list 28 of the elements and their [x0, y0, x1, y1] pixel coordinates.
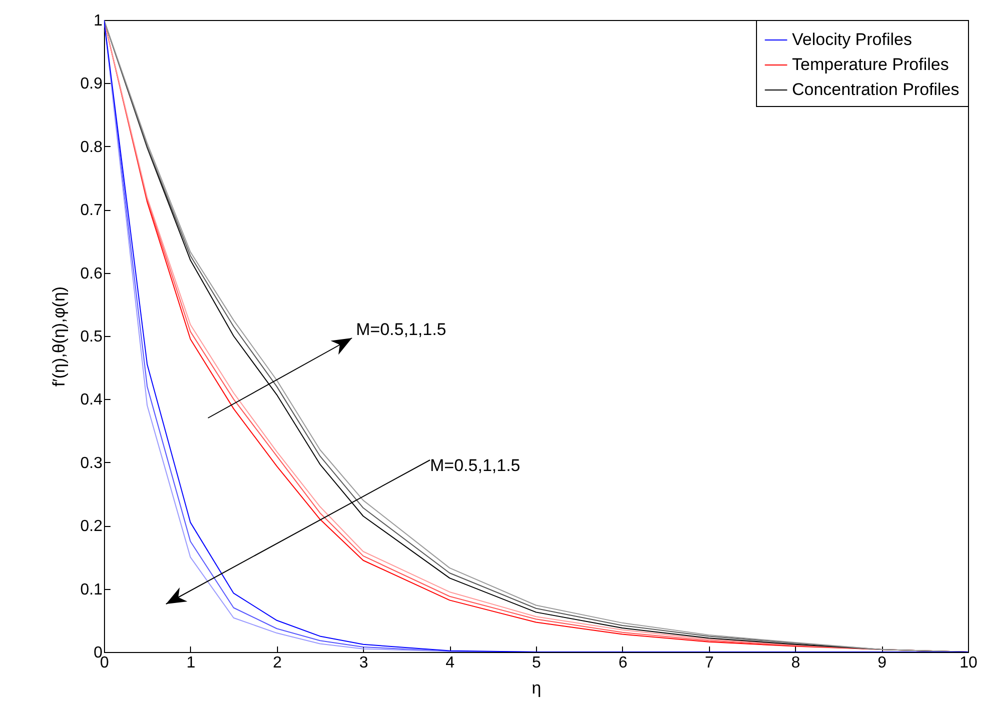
x-tick-label: 6	[618, 654, 628, 672]
x-tick-label: 4	[446, 654, 455, 672]
line-series	[104, 20, 968, 652]
x-tick-label: 9	[878, 654, 887, 672]
y-tick-label: 0.3	[80, 454, 103, 472]
y-tick-label: 0.6	[80, 265, 103, 282]
legend-label: Temperature Profiles	[792, 55, 949, 74]
legend-label: Velocity Profiles	[792, 30, 912, 49]
y-axis-title: f′(η),θ(η),φ(η)	[49, 286, 68, 387]
legend-label: Concentration Profiles	[792, 80, 960, 99]
x-tick-label: 10	[960, 654, 978, 672]
x-axis-title: η	[532, 678, 542, 698]
y-tick-label: 0.7	[80, 202, 103, 220]
y-tick-label: 0.8	[80, 138, 103, 156]
x-tick-label: 1	[186, 654, 196, 672]
annotation: M=0.5,1,1.5	[430, 456, 520, 475]
y-tick-label: 1	[94, 12, 103, 30]
annotation: M=0.5,1,1.5	[356, 320, 446, 339]
y-tick-label: 0.2	[80, 518, 103, 536]
x-tick-label: 7	[704, 654, 714, 672]
y-tick-label: 0.9	[80, 76, 103, 93]
x-tick-label: 3	[359, 654, 368, 672]
x-tick-label: 5	[532, 654, 542, 672]
x-tick-label: 2	[272, 654, 282, 672]
x-tick-label: 8	[791, 654, 800, 672]
y-tick-label: 0.1	[80, 581, 103, 598]
y-tick-label: 0.5	[80, 328, 103, 346]
y-tick-label: 0.4	[80, 392, 103, 409]
